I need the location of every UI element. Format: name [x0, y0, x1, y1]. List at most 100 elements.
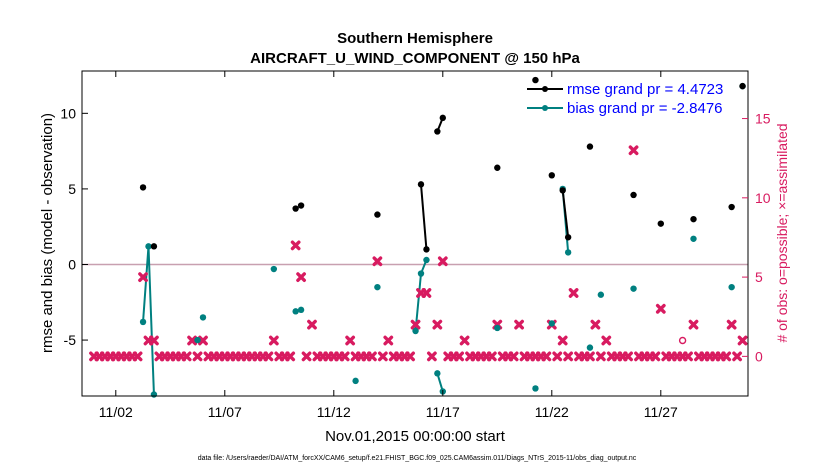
legend-bias-marker — [542, 105, 548, 111]
bias-point — [374, 283, 381, 291]
series-markers — [139, 76, 746, 398]
rmse-point — [439, 114, 446, 122]
obs-assimilated-marker — [198, 335, 208, 346]
bias-point — [150, 391, 158, 398]
obs-assimilated-marker — [345, 335, 356, 346]
x-tick-label: 11/12 — [317, 404, 351, 420]
obs-assimilated-marker — [268, 335, 279, 346]
y-axis-ticks: -5 0 5 10 — [60, 105, 88, 348]
x-tick-label: 11/27 — [644, 404, 678, 420]
rmse-point — [494, 164, 501, 171]
rmse-point — [532, 76, 539, 84]
obs-assimilated-marker — [568, 288, 579, 298]
obs-assimilated-marker — [486, 351, 497, 362]
obs-assimilated-marker — [132, 351, 143, 362]
y-tick-label: 0 — [68, 256, 76, 272]
y2-tick-label: 0 — [755, 348, 763, 364]
rmse-point — [739, 82, 746, 90]
bias-point — [139, 318, 147, 326]
obs-assimilated-marker — [726, 319, 737, 330]
obs-possible-marker — [678, 336, 687, 345]
rmse-point — [586, 143, 594, 150]
bias-point — [199, 314, 207, 321]
y-axis-label: rmse and bias (model - observation) — [39, 113, 56, 353]
rmse-point — [297, 202, 305, 209]
rmse-point — [139, 184, 147, 191]
rmse-line-segment — [419, 184, 428, 250]
bias-point — [292, 308, 299, 315]
obs-assimilated-marker — [432, 319, 443, 330]
obs-assimilated-marker — [552, 351, 563, 362]
bias-point — [728, 283, 735, 291]
y-tick-label: 10 — [60, 105, 76, 121]
obs-assimilated-marker — [372, 256, 383, 267]
rmse-point — [374, 211, 381, 218]
obs-assimilated-marker — [623, 351, 633, 362]
rmse-point — [657, 220, 664, 227]
rmse-point — [728, 203, 735, 211]
bias-point — [194, 336, 201, 344]
obs-assimilated-marker — [181, 351, 192, 362]
y2-tick-label: 15 — [755, 111, 771, 127]
bias-point — [586, 344, 594, 351]
chart-title: Southern Hemisphere — [337, 30, 493, 47]
rmse-point — [423, 246, 430, 253]
obs-assimilated-marker — [508, 351, 519, 362]
rmse-point — [548, 172, 555, 179]
obs-assimilated-marker — [263, 351, 274, 362]
x-axis-ticks: 11/02 11/07 11/12 11/17 11/22 11/27 — [99, 71, 678, 420]
bias-point — [548, 320, 555, 327]
obs-assimilated-marker — [339, 351, 350, 362]
bias-point — [423, 256, 430, 264]
obs-assimilated-marker — [737, 335, 748, 346]
rmse-point — [559, 187, 566, 194]
legend-rmse-label: rmse grand pr = 4.4723 — [567, 81, 723, 98]
rmse-point — [690, 215, 697, 223]
plot-frame — [81, 70, 749, 397]
legend-rmse-marker — [542, 86, 548, 92]
obs-assimilated-marker — [187, 335, 197, 346]
rmse-point — [434, 128, 441, 135]
obs-assimilated-marker — [459, 335, 470, 346]
bias-point — [434, 370, 441, 377]
x-tick-label: 11/02 — [99, 404, 133, 420]
obs-assimilated-marker — [437, 256, 448, 267]
rmse-point — [292, 205, 299, 212]
obs-assimilated-marker — [732, 351, 742, 362]
x-axis-label: Nov.01,2015 00:00:00 start — [325, 428, 506, 445]
x-tick-label: 11/07 — [208, 404, 242, 420]
obs-assimilated-marker — [410, 319, 421, 330]
obs-assimilated-marker — [721, 351, 732, 362]
obs-assimilated-marker — [650, 351, 661, 362]
obs-assimilated-marker — [301, 351, 312, 362]
rmse-point — [150, 243, 158, 250]
obs-assimilated-marker — [557, 335, 568, 346]
y2-tick-label: 10 — [755, 190, 771, 206]
obs-assimilated-marker — [541, 351, 552, 362]
obs-assimilated-marker — [285, 351, 296, 362]
bias-point — [564, 249, 572, 256]
obs-assimilated-marker — [307, 319, 317, 330]
obs-assimilated-marker — [377, 351, 388, 362]
obs-assimilated-marker — [405, 351, 415, 362]
obs-assimilated-marker — [454, 351, 465, 362]
y2-axis-ticks: 0 5 10 15 — [742, 111, 771, 364]
bias-point — [532, 385, 539, 392]
x-tick-label: 11/22 — [535, 404, 569, 420]
bias-point — [630, 285, 637, 292]
y-tick-label: -5 — [64, 332, 77, 348]
obs-assimilated-marker — [296, 272, 306, 282]
obs-assimilated-marker — [192, 351, 203, 362]
bias-point — [297, 306, 305, 314]
obs-assimilated-marker — [683, 351, 693, 362]
obs-assimilated-marker — [426, 351, 437, 362]
x-tick-label: 11/17 — [426, 404, 460, 420]
y2-tick-label: 5 — [755, 269, 763, 285]
y-tick-label: 5 — [68, 181, 76, 197]
obs-assimilated-marker — [421, 288, 432, 298]
bias-point — [352, 377, 359, 385]
bias-point — [412, 327, 419, 335]
obs-assimilated-marker — [290, 240, 301, 251]
obs-assimilated-marker — [585, 351, 595, 362]
bias-point — [597, 291, 605, 298]
